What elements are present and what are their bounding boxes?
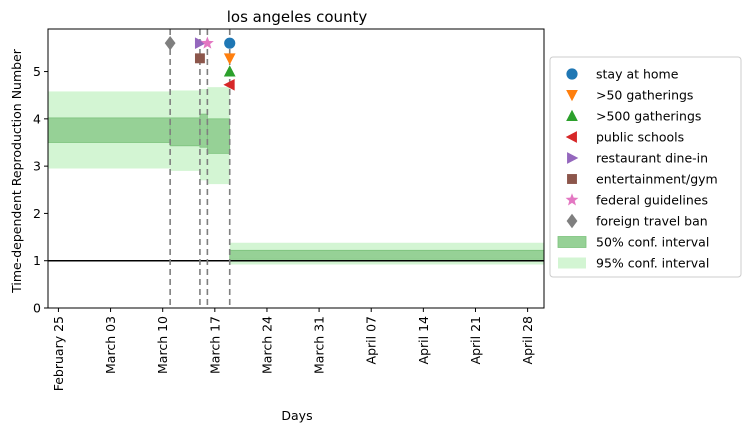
- y-tick-label: 5: [33, 64, 41, 79]
- legend-marker: [565, 131, 577, 143]
- y-tick-label: 0: [33, 301, 41, 316]
- x-tick-label: March 17: [207, 316, 222, 374]
- legend-marker: [566, 68, 578, 80]
- chart-title: los angeles county: [227, 8, 368, 26]
- ci50-band: [47, 117, 171, 143]
- legend-label: public schools: [596, 130, 684, 145]
- y-tick-label: 4: [33, 111, 41, 126]
- x-axis-label: Days: [281, 408, 312, 423]
- legend-patch: [558, 257, 586, 269]
- x-tick-label: March 24: [259, 316, 274, 374]
- ci50-band: [199, 113, 208, 148]
- intervention-marker: [200, 36, 214, 49]
- legend-label: >500 gatherings: [596, 109, 701, 124]
- intervention-marker: [194, 53, 205, 64]
- intervention-marker: [164, 35, 176, 51]
- intervention-marker: [223, 53, 236, 65]
- plot-area: 0 1 2 3 4 5 February 25 March 03 March 10 March 1…: [33, 28, 545, 391]
- x-tick-label: March 31: [312, 316, 327, 374]
- legend-marker: [567, 174, 577, 184]
- legend-marker: [567, 152, 579, 164]
- legend-label: 95% conf. interval: [596, 256, 709, 271]
- intervention-marker: [223, 65, 236, 77]
- ci50-band: [229, 249, 545, 260]
- x-tick-label: March 03: [103, 316, 118, 374]
- y-axis-label: Time-dependent Reproduction Number: [9, 48, 24, 294]
- axes-frame: [47, 28, 545, 309]
- x-tick-label: February 25: [51, 316, 66, 391]
- legend-label: stay at home: [596, 67, 679, 82]
- legend-label: foreign travel ban: [596, 214, 708, 229]
- legend-marker: [566, 109, 578, 121]
- legend-label: >50 gatherings: [596, 88, 693, 103]
- legend-marker: [566, 213, 578, 229]
- intervention-marker: [224, 37, 236, 49]
- x-tick-label: April 21: [468, 316, 483, 364]
- intervention-marker: [223, 78, 235, 91]
- legend-label: 50% conf. interval: [596, 235, 709, 250]
- legend: stay at home >50 gatherings >500 gathering…: [549, 56, 742, 278]
- y-tick-label: 2: [33, 206, 41, 221]
- legend-label: federal guidelines: [596, 193, 708, 208]
- x-tick-label: April 28: [520, 316, 535, 364]
- ci50-band: [206, 118, 231, 154]
- y-tick-label: 1: [33, 253, 41, 268]
- x-tick-label: April 07: [364, 316, 379, 364]
- legend-marker: [566, 90, 578, 102]
- ci50-band: [169, 117, 201, 147]
- legend-box: [549, 56, 742, 278]
- legend-label: restaurant dine-in: [596, 151, 708, 166]
- y-tick-label: 3: [33, 159, 41, 174]
- x-tick-label: March 10: [155, 316, 170, 374]
- x-tick-label: April 14: [416, 316, 431, 364]
- intervention-marker: [194, 37, 207, 50]
- legend-label: entertainment/gym: [596, 172, 718, 187]
- legend-marker: [565, 193, 579, 206]
- legend-patch: [557, 236, 587, 248]
